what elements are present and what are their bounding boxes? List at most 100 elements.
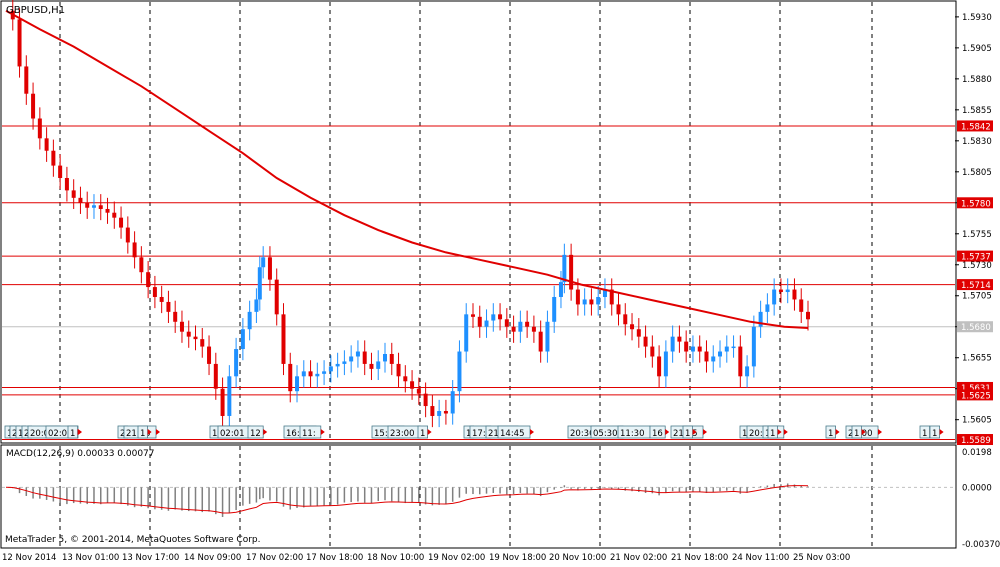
price-bar bbox=[799, 299, 804, 312]
price-bar bbox=[589, 299, 594, 305]
time-tick-label: 20 Nov 10:00 bbox=[549, 553, 606, 563]
price-bar bbox=[281, 314, 286, 364]
time-axis: 12 Nov 2014 13 Nov 01:00 13 Nov 17:00 14 No… bbox=[2, 553, 850, 563]
price-bar bbox=[416, 388, 421, 394]
macd-panel bbox=[2, 483, 955, 517]
price-bar bbox=[213, 363, 218, 389]
event-marker-label: 23:00 bbox=[390, 429, 415, 439]
price-bar bbox=[369, 363, 374, 369]
price-bar bbox=[328, 366, 333, 372]
time-tick-label: 13 Nov 17:00 bbox=[122, 553, 179, 563]
price-bar bbox=[200, 339, 205, 347]
event-marker: 1 bbox=[67, 425, 82, 439]
price-bar bbox=[531, 326, 536, 332]
macd-tick-label: 0.0000 bbox=[962, 483, 992, 493]
price-bar bbox=[677, 336, 682, 342]
price-bar bbox=[349, 356, 354, 362]
price-bar bbox=[602, 289, 607, 297]
price-bar bbox=[362, 351, 367, 364]
price-bar bbox=[44, 138, 49, 151]
macd-axis: 0.0198 0.0000 -0.00370 bbox=[962, 448, 1000, 550]
price-bar bbox=[450, 391, 455, 414]
level-label-box bbox=[957, 434, 993, 446]
event-marker-label: 12 bbox=[250, 429, 261, 439]
price-bar bbox=[575, 289, 580, 305]
price-bar bbox=[166, 301, 171, 312]
price-bar bbox=[745, 366, 750, 377]
event-marker-arrow bbox=[939, 429, 944, 435]
price-bar bbox=[778, 289, 783, 293]
price-bar bbox=[288, 363, 293, 392]
event-marker-label: 05:30 bbox=[593, 429, 618, 439]
price-bar bbox=[758, 311, 763, 327]
price-bar bbox=[146, 272, 151, 288]
price-bar bbox=[91, 205, 96, 208]
level-label: 1.5631 bbox=[961, 384, 991, 394]
price-bar bbox=[616, 304, 621, 315]
event-marker-label: 1 bbox=[70, 429, 75, 439]
price-bar bbox=[491, 314, 496, 321]
event-marker: 11:30 bbox=[617, 425, 654, 439]
time-tick-label: 21 Nov 02:00 bbox=[610, 553, 667, 563]
price-bar bbox=[684, 341, 689, 352]
event-marker-label: 1 bbox=[854, 429, 859, 439]
price-bar bbox=[98, 205, 103, 209]
event-marker-label: 16:30 bbox=[286, 429, 311, 439]
price-bar bbox=[261, 257, 266, 268]
price-bar bbox=[470, 314, 475, 317]
price-tick-label: 1.5905 bbox=[962, 44, 992, 54]
price-bar bbox=[582, 299, 587, 305]
price-bar bbox=[396, 363, 401, 377]
event-marker-arrow bbox=[77, 429, 82, 435]
macd-panel-frame bbox=[0, 444, 957, 549]
price-bar bbox=[643, 336, 648, 347]
price-bar bbox=[552, 296, 557, 322]
event-marker-label: 1 bbox=[922, 429, 927, 439]
event-marker-label: 20:00 bbox=[30, 429, 55, 439]
event-marker-arrow bbox=[147, 429, 152, 435]
event-marker: 1 bbox=[767, 425, 782, 439]
macd-tick-label: -0.00370 bbox=[962, 540, 1000, 550]
event-marker-label: 1 bbox=[770, 429, 775, 439]
price-bar bbox=[267, 257, 272, 280]
price-bar bbox=[562, 254, 567, 283]
event-marker-label: 1 bbox=[685, 429, 690, 439]
event-marker: 11: bbox=[299, 425, 325, 439]
event-marker: 1 bbox=[851, 425, 866, 439]
price-bar bbox=[31, 93, 36, 119]
price-bar bbox=[179, 321, 184, 332]
price-bar bbox=[498, 314, 503, 320]
price-bar bbox=[437, 411, 442, 416]
chart-title: GBPUSD,H1 bbox=[6, 5, 65, 16]
price-tick-label: 1.5705 bbox=[962, 292, 992, 302]
event-marker-label: 1 bbox=[420, 429, 425, 439]
event-marker-label: 20:30 bbox=[570, 429, 595, 439]
event-marker-label: 2 bbox=[24, 429, 29, 439]
price-bar bbox=[806, 311, 810, 320]
price-bar bbox=[355, 351, 360, 357]
price-bar bbox=[254, 299, 259, 312]
macd-label: MACD(12,26,9) 0.00033 0.00077 bbox=[6, 449, 155, 459]
level-label-box bbox=[957, 389, 993, 401]
price-bar bbox=[24, 66, 29, 94]
price-bar bbox=[240, 329, 245, 350]
time-tick-label: 24 Nov 11:00 bbox=[732, 553, 789, 563]
time-tick-label: 21 Nov 18:00 bbox=[671, 553, 728, 563]
price-bar bbox=[322, 371, 327, 374]
event-marker: 12 bbox=[247, 425, 268, 439]
price-bar bbox=[71, 190, 76, 198]
event-marker-arrow bbox=[156, 429, 160, 435]
event-marker-arrow bbox=[703, 429, 707, 435]
event-marker: 1 bbox=[929, 425, 944, 439]
event-marker-label: 1 bbox=[828, 429, 833, 439]
price-bar bbox=[173, 311, 178, 322]
price-bar bbox=[765, 304, 770, 312]
event-marker-label: 02:01 bbox=[220, 429, 245, 439]
current-price-box bbox=[957, 321, 993, 333]
price-bar bbox=[423, 393, 428, 407]
event-marker-arrow bbox=[861, 429, 866, 435]
level-label: 1.5842 bbox=[961, 122, 991, 132]
event-marker-arrow bbox=[835, 429, 840, 435]
price-bar bbox=[697, 346, 702, 352]
event-marker-arrow bbox=[777, 429, 782, 435]
